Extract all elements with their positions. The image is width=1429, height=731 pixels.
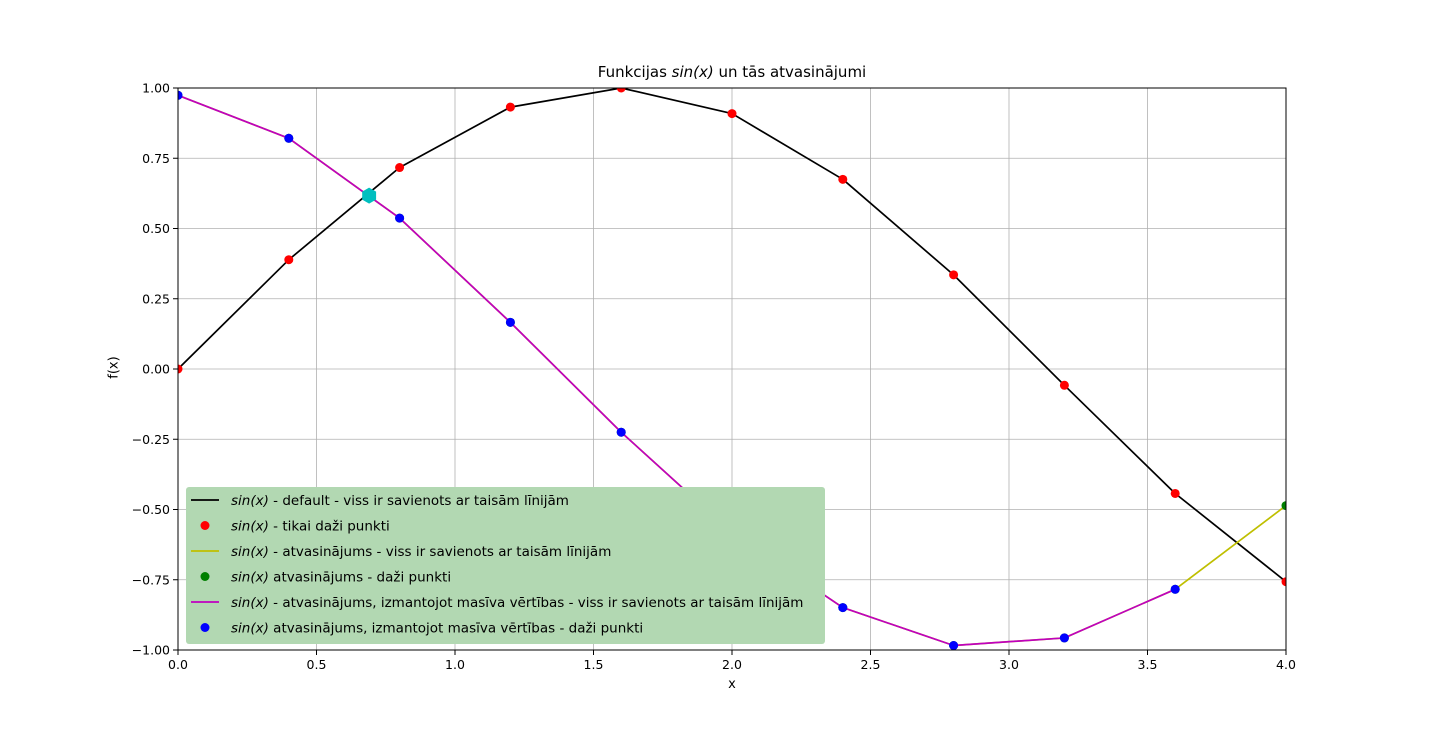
y-tick-label-8: −1.00 — [132, 643, 170, 658]
series-5-point-4 — [616, 427, 626, 437]
x-tick-label-0: 0.0 — [168, 657, 188, 672]
y-tick-label-4: 0.00 — [142, 362, 170, 377]
series-5-point-3 — [505, 317, 515, 327]
y-tick-label-6: −0.50 — [132, 502, 170, 517]
intersection-marker-0 — [362, 187, 377, 204]
x-tick-label-1: 0.5 — [307, 657, 327, 672]
legend-label-rest-4: - atvasinājums, izmantojot masīva vērtīb… — [269, 595, 804, 611]
legend-label-math-0: sin(x) — [231, 493, 269, 509]
x-tick-label-8: 4.0 — [1276, 657, 1296, 672]
title-math: sin(x) — [671, 63, 714, 81]
legend-handle-1 — [200, 521, 210, 530]
annotation-layer — [362, 187, 377, 204]
legend-label-4: sin(x) - atvasinājums, izmantojot masīva… — [231, 595, 803, 611]
x-tick-label-2: 1.0 — [445, 657, 465, 672]
series-5-point-7 — [949, 641, 959, 650]
series-1-point-1 — [284, 255, 294, 265]
legend-label-5: sin(x) atvasinājums, izmantojot masīva v… — [231, 621, 643, 637]
legend-label-math-2: sin(x) — [231, 544, 269, 560]
series-1-point-6 — [838, 174, 848, 184]
legend-label-rest-2: - atvasinājums - viss ir savienots ar ta… — [269, 544, 611, 560]
series-1-point-10 — [1281, 577, 1286, 587]
y-tick-label-0: 1.00 — [142, 81, 170, 96]
series-1-point-8 — [1059, 380, 1069, 390]
legend-label-rest-1: - tikai daži punkti — [269, 519, 390, 535]
y-tick-label-7: −0.75 — [132, 572, 170, 587]
title-suffix: un tās atvasinājumi — [713, 63, 867, 81]
legend-label-math-4: sin(x) — [231, 595, 269, 611]
y-axis-label: f(x) — [106, 356, 122, 379]
legend-label-math-3: sin(x) — [231, 570, 269, 586]
x-tick-label-6: 3.0 — [999, 657, 1019, 672]
series-1-point-2 — [395, 163, 405, 173]
legend: sin(x) - default - viss ir savienots ar … — [186, 487, 825, 644]
x-tick-label-5: 2.5 — [861, 657, 881, 672]
legend-label-rest-5: atvasinājums, izmantojot masīva vērtības… — [269, 621, 643, 637]
legend-box — [186, 487, 825, 644]
series-1-point-9 — [1170, 488, 1180, 498]
series-5-point-0 — [178, 90, 183, 100]
series-1-point-3 — [505, 102, 515, 112]
legend-handle-3 — [200, 572, 210, 581]
series-3-point-10 — [1281, 501, 1286, 511]
y-tick-label-3: 0.25 — [142, 291, 170, 306]
series-1-point-5 — [727, 109, 737, 119]
series-1-point-0 — [178, 364, 183, 374]
y-tick-label-1: 0.75 — [142, 151, 170, 166]
legend-handle-5 — [200, 623, 210, 632]
y-tick-label-2: 0.50 — [142, 221, 170, 236]
chart-title: Funkcijas sin(x) un tās atvasinājumi — [178, 63, 1286, 81]
legend-label-rest-0: - default - viss ir savienots ar taisām … — [269, 493, 569, 509]
legend-label-rest-3: atvasinājums - daži punkti — [269, 570, 451, 586]
series-5-point-1 — [284, 133, 294, 143]
title-prefix: Funkcijas — [597, 63, 672, 81]
legend-label-2: sin(x) - atvasinājums - viss ir savienot… — [231, 544, 611, 560]
legend-label-0: sin(x) - default - viss ir savienots ar … — [231, 493, 569, 509]
series-1-point-7 — [949, 270, 959, 280]
legend-label-math-1: sin(x) — [231, 519, 269, 535]
legend-label-math-5: sin(x) — [231, 621, 269, 637]
axes: 0.0 0.5 1.0 1.5 2.0 2.5 3.0 3.5 4.0 1.00 0.75 0.50 0… — [132, 81, 1296, 673]
x-tick-label-7: 3.5 — [1138, 657, 1158, 672]
series-5-point-9 — [1170, 584, 1180, 594]
series-5-point-8 — [1059, 633, 1069, 643]
legend-label-3: sin(x) atvasinājums - daži punkti — [231, 570, 451, 586]
series-1-point-4 — [616, 88, 626, 93]
series-line-4 — [178, 94, 1176, 647]
legend-label-1: sin(x) - tikai daži punkti — [231, 519, 390, 535]
x-tick-label-3: 1.5 — [584, 657, 604, 672]
series-5-point-2 — [395, 213, 405, 223]
y-tick-label-5: −0.25 — [132, 432, 170, 447]
x-tick-label-4: 2.0 — [722, 657, 742, 672]
series-5-point-6 — [838, 603, 848, 613]
x-axis-label: x — [728, 677, 736, 692]
